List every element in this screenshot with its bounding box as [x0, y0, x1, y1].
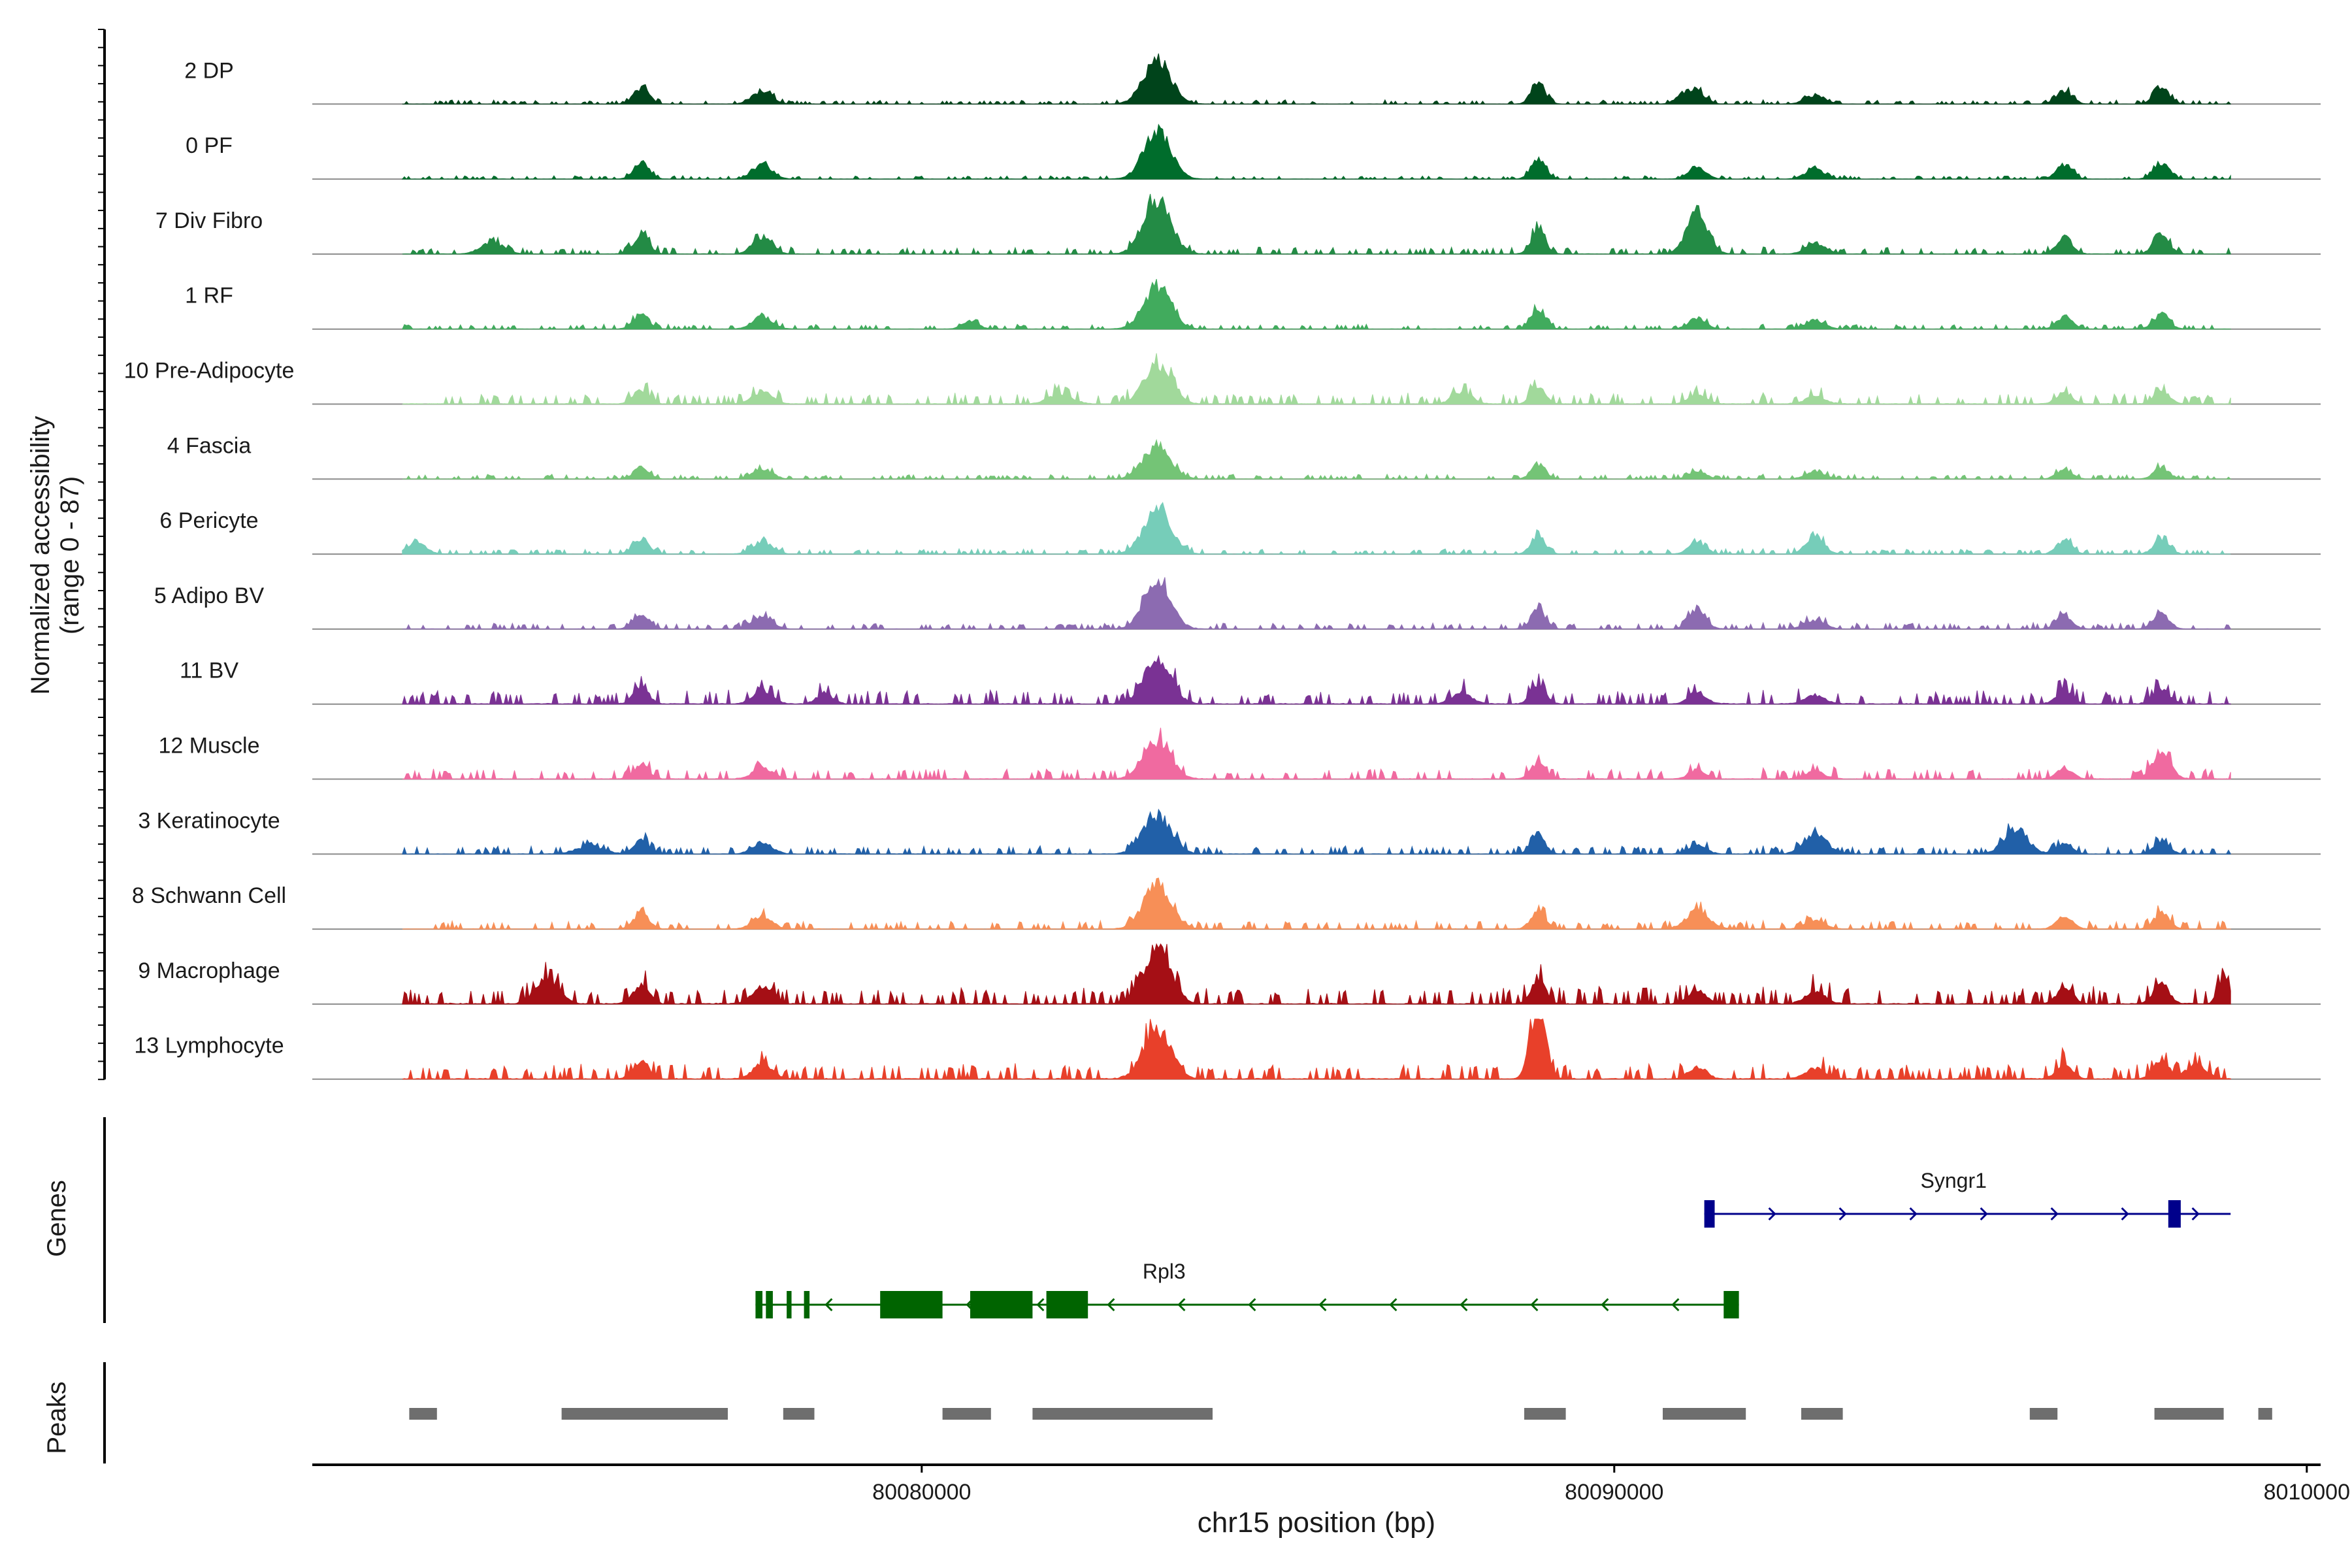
strand-arrow-icon: [1460, 1298, 1468, 1312]
coverage-area: [402, 654, 2231, 706]
coverage-area: [402, 438, 2231, 480]
gene-exon: [2168, 1200, 2181, 1228]
coverage-area: [402, 502, 2231, 555]
track-label: 8 Schwann Cell: [132, 883, 286, 908]
strand-arrow-icon: [1036, 1298, 1045, 1312]
gene-label: Rpl3: [1143, 1260, 1186, 1283]
peak-region: [561, 1408, 728, 1420]
strand-arrow-icon: [1318, 1298, 1327, 1312]
gene-exon: [880, 1291, 943, 1318]
strand-arrow-icon: [2191, 1207, 2200, 1221]
track-4-fascia: 4 Fascia: [167, 433, 2321, 480]
strand-arrow-icon: [1768, 1207, 1776, 1221]
x-tick-label: 80080000: [872, 1480, 971, 1505]
strand-arrow-icon: [1530, 1298, 1539, 1312]
peak-region: [783, 1408, 815, 1420]
coverage-area: [402, 353, 2231, 406]
gene-exon: [787, 1291, 792, 1318]
track-6-pericyte: 6 Pericyte: [159, 502, 2321, 555]
x-tick-label: 80090000: [1565, 1480, 1663, 1505]
track-label: 4 Fascia: [167, 433, 252, 458]
genes-track-label: Genes: [42, 1180, 71, 1257]
track-12-muscle: 12 Muscle: [159, 727, 2321, 781]
strand-arrow-icon: [2121, 1207, 2129, 1221]
coverage-area: [402, 943, 2231, 1005]
track-label: 0 PF: [186, 133, 233, 158]
track-label: 3 Keratinocyte: [138, 808, 280, 833]
peak-region: [1801, 1408, 1843, 1420]
track-label: 5 Adipo BV: [154, 583, 265, 608]
peak-region: [942, 1408, 991, 1420]
track-9-macrophage: 9 Macrophage: [138, 943, 2321, 1005]
track-label: 6 Pericyte: [159, 508, 258, 533]
track-3-keratinocyte: 3 Keratinocyte: [138, 808, 2321, 855]
peaks-track-label: Peaks: [42, 1381, 71, 1454]
peak-region: [1524, 1408, 1566, 1420]
gene-syngr1: Syngr1: [1704, 1169, 2231, 1228]
coverage-area: [402, 278, 2231, 330]
track-7-div-fibro: 7 Div Fibro: [155, 193, 2321, 255]
track-11-bv: 11 BV: [180, 654, 2321, 706]
gene-exon: [755, 1291, 762, 1318]
track-label: 2 DP: [184, 58, 234, 83]
track-label: 11 BV: [180, 659, 238, 683]
coverage-area: [402, 1019, 2231, 1081]
genes-track: Syngr1 Rpl3: [755, 1169, 2231, 1318]
peak-region: [2029, 1408, 2058, 1420]
track-13-lymphocyte: 13 Lymphocyte: [134, 1019, 2321, 1081]
y-axis-range-label: (range 0 - 87): [56, 476, 84, 634]
gene-label: Syngr1: [1921, 1169, 1987, 1192]
coverage-area: [402, 193, 2231, 255]
peak-region: [409, 1408, 437, 1420]
peak-region: [1032, 1408, 1213, 1420]
strand-arrow-icon: [1177, 1298, 1186, 1312]
track-0-pf: 0 PF: [186, 123, 2321, 180]
coverage-tracks: 2 DP 0 PF 7 Div Fibro 1 RF 10 Pre-Adipocyte 4…: [124, 53, 2321, 1081]
track-1-rf: 1 RF: [185, 278, 2321, 330]
strand-arrow-icon: [1671, 1298, 1680, 1312]
gene-exon: [1046, 1291, 1088, 1318]
strand-arrow-icon: [825, 1298, 833, 1312]
peak-region: [2154, 1408, 2224, 1420]
track-2-dp: 2 DP: [184, 53, 2321, 105]
track-label: 9 Macrophage: [138, 958, 280, 983]
gene-exon: [1723, 1291, 1739, 1318]
gene-rpl3: Rpl3: [755, 1260, 1739, 1318]
y-axis-label: Normalized accessibility: [26, 416, 55, 695]
gene-exon: [766, 1291, 773, 1318]
strand-arrow-icon: [1107, 1298, 1115, 1312]
coverage-area: [402, 808, 2231, 855]
track-label: 10 Pre-Adipocyte: [124, 359, 295, 384]
x-axis-label: chr15 position (bp): [1198, 1507, 1435, 1539]
strand-arrow-icon: [1389, 1298, 1397, 1312]
track-label: 12 Muscle: [159, 734, 260, 759]
coverage-area: [402, 577, 2231, 630]
gene-exon: [804, 1291, 810, 1318]
strand-arrow-icon: [1980, 1207, 1988, 1221]
track-label: 1 RF: [185, 284, 233, 308]
peak-region: [2258, 1408, 2272, 1420]
coverage-area: [401, 123, 2231, 180]
strand-arrow-icon: [1248, 1298, 1256, 1312]
x-axis: 80080000 80090000 8010000: [312, 1463, 2350, 1505]
track-5-adipo-bv: 5 Adipo BV: [154, 577, 2321, 630]
coverage-area: [402, 53, 2231, 105]
track-10-pre-adipocyte: 10 Pre-Adipocyte: [124, 353, 2321, 406]
track-label: 7 Div Fibro: [155, 208, 263, 233]
peaks-track: [409, 1408, 2272, 1420]
coverage-area: [402, 877, 2231, 930]
strand-arrow-icon: [1601, 1298, 1609, 1312]
strand-arrow-icon: [1909, 1207, 1918, 1221]
gene-exon: [970, 1291, 1033, 1318]
track-label: 13 Lymphocyte: [134, 1034, 284, 1058]
strand-arrow-icon: [1838, 1207, 1847, 1221]
accessibility-axis: [98, 29, 106, 1081]
track-8-schwann-cell: 8 Schwann Cell: [132, 877, 2321, 930]
peak-region: [1663, 1408, 1746, 1420]
gene-exon: [1704, 1200, 1715, 1228]
coverage-area: [402, 727, 2231, 781]
x-tick-label: 8010000: [2264, 1480, 2350, 1505]
strand-arrow-icon: [2050, 1207, 2059, 1221]
